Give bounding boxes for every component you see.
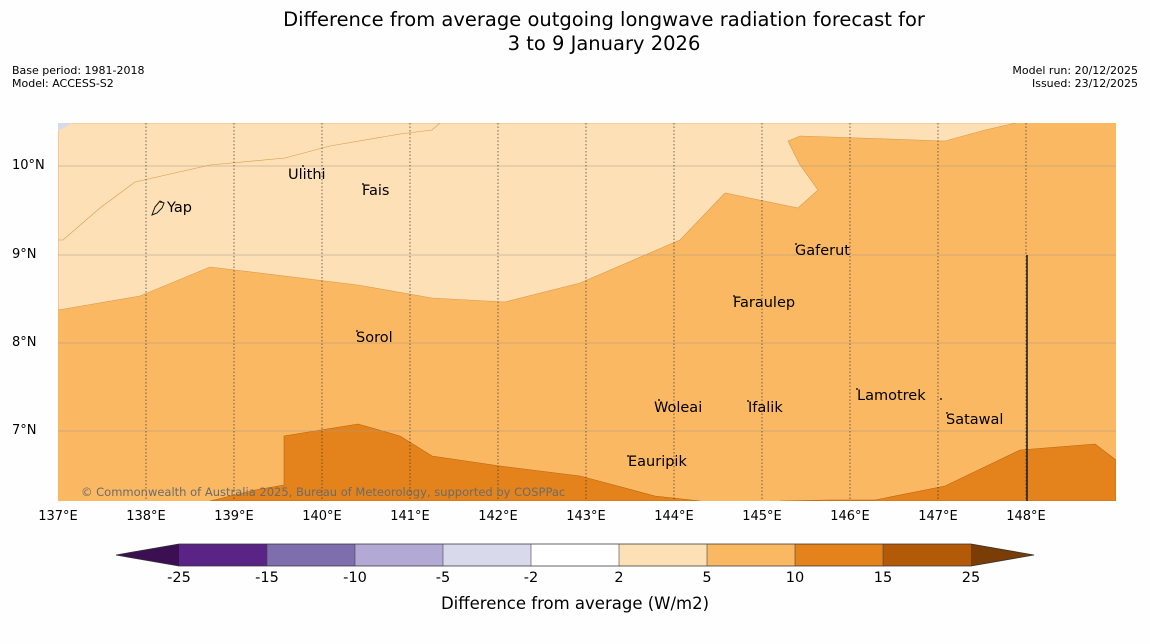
meta-left: Base period: 1981-2018 Model: ACCESS-S2	[12, 64, 144, 90]
colorbar-swatch-3	[355, 544, 443, 566]
chart-title: Difference from average outgoing longwav…	[0, 8, 1150, 56]
colorbar-swatch-7	[707, 544, 795, 566]
anomaly-band-10-15-east	[779, 443, 1116, 501]
place-marker-fais	[362, 183, 364, 185]
issued-date: Issued: 23/12/2025	[1031, 77, 1138, 90]
colorbar-swatch-4	[443, 544, 531, 566]
colorbar-tick-5: 5	[702, 570, 712, 586]
place-marker-ulithi	[302, 165, 304, 167]
place-label-faraulep: Faraulep	[733, 295, 796, 311]
place-label-gaferut: Gaferut	[795, 243, 850, 259]
place-label-eauripik: Eauripik	[628, 454, 687, 470]
anomaly-band-10-15	[209, 423, 701, 501]
lon-label-137e: 137°E	[38, 509, 78, 524]
place-marker-satawal	[946, 412, 948, 414]
colorbar-tick-minus15: -15	[255, 570, 279, 586]
model-name: Model: ACCESS-S2	[12, 77, 114, 90]
colorbar-tick-15: 15	[873, 570, 893, 586]
place-label-yap: Yap	[167, 200, 192, 216]
colorbar-label: Difference from average (W/m2)	[440, 594, 710, 613]
meta-right: Model run: 20/12/2025 Issued: 23/12/2025	[1012, 64, 1138, 90]
map-area	[58, 123, 1116, 501]
lon-label-144e: 144°E	[654, 509, 694, 524]
lon-label-147e: 147°E	[918, 509, 958, 524]
colorbar-tick-minus5: -5	[435, 570, 451, 586]
colorbar-swatch-5	[531, 544, 619, 566]
place-label-lamotrek: Lamotrek	[857, 388, 926, 404]
colorbar-tick-minus25: -25	[167, 570, 191, 586]
place-label-satawal: Satawal	[946, 412, 1004, 428]
lat-label-7n: 7°N	[12, 423, 37, 438]
place-marker-yap	[160, 201, 162, 203]
colorbar-swatch-1	[179, 544, 267, 566]
colorbar-tick-minus10: -10	[343, 570, 367, 586]
colorbar-outline	[115, 543, 1035, 567]
longitude-gridlines	[145, 123, 1027, 501]
model-run: Model run: 20/12/2025	[1012, 64, 1138, 77]
colorbar-extend-low	[116, 544, 179, 566]
colorbar-tick-10: 10	[785, 570, 805, 586]
colorbar-tick-25: 25	[961, 570, 981, 586]
place-marker-faraulep	[733, 295, 735, 297]
anomaly-band-2-5	[58, 123, 1017, 311]
colorbar-swatch-9	[883, 544, 971, 566]
place-marker-woleai	[658, 399, 660, 401]
title-line-1: Difference from average outgoing longwav…	[283, 8, 925, 31]
lat-label-8n: 8°N	[12, 335, 37, 350]
place-marker-gaferut	[795, 243, 797, 245]
colorbar-swatch-2	[267, 544, 355, 566]
colorbar-tick-2: 2	[614, 570, 624, 586]
place-marker-lamotrek-2	[940, 398, 942, 400]
colorbar-tick-minus2: -2	[523, 570, 539, 586]
colorbar-swatch-6	[619, 544, 707, 566]
anomaly-band-minus5-minus2	[58, 123, 72, 131]
lon-label-146e: 146°E	[830, 509, 870, 524]
place-marker-eauripik	[627, 455, 629, 457]
place-label-ifalik: Ifalik	[748, 400, 783, 416]
place-label-ulithi: Ulithi	[288, 167, 326, 183]
lat-label-9n: 9°N	[12, 247, 37, 262]
colorbar-swatch-8	[795, 544, 883, 566]
lon-label-143e: 143°E	[566, 509, 606, 524]
lon-label-148e: 148°E	[1006, 509, 1046, 524]
copyright-notice: © Commonwealth of Australia 2025, Bureau…	[81, 485, 566, 499]
lon-label-142e: 142°E	[478, 509, 518, 524]
colorbar	[115, 543, 1035, 567]
title-line-2: 3 to 9 January 2026	[507, 32, 701, 55]
lon-label-145e: 145°E	[742, 509, 782, 524]
yap-island-shape	[151, 200, 165, 216]
place-label-fais: Fais	[362, 183, 390, 199]
lon-label-140e: 140°E	[302, 509, 342, 524]
place-label-sorol: Sorol	[356, 330, 393, 346]
lat-label-10n: 10°N	[12, 158, 45, 173]
lon-label-139e: 139°E	[214, 509, 254, 524]
place-marker-ifalik	[747, 400, 749, 402]
lon-label-138e: 138°E	[126, 509, 166, 524]
place-marker-sorol	[356, 330, 358, 332]
place-label-woleai: Woleai	[654, 400, 703, 416]
colorbar-extend-high	[971, 544, 1034, 566]
lon-label-141e: 141°E	[390, 509, 430, 524]
place-marker-lamotrek	[856, 388, 858, 390]
base-period: Base period: 1981-2018	[12, 64, 145, 77]
